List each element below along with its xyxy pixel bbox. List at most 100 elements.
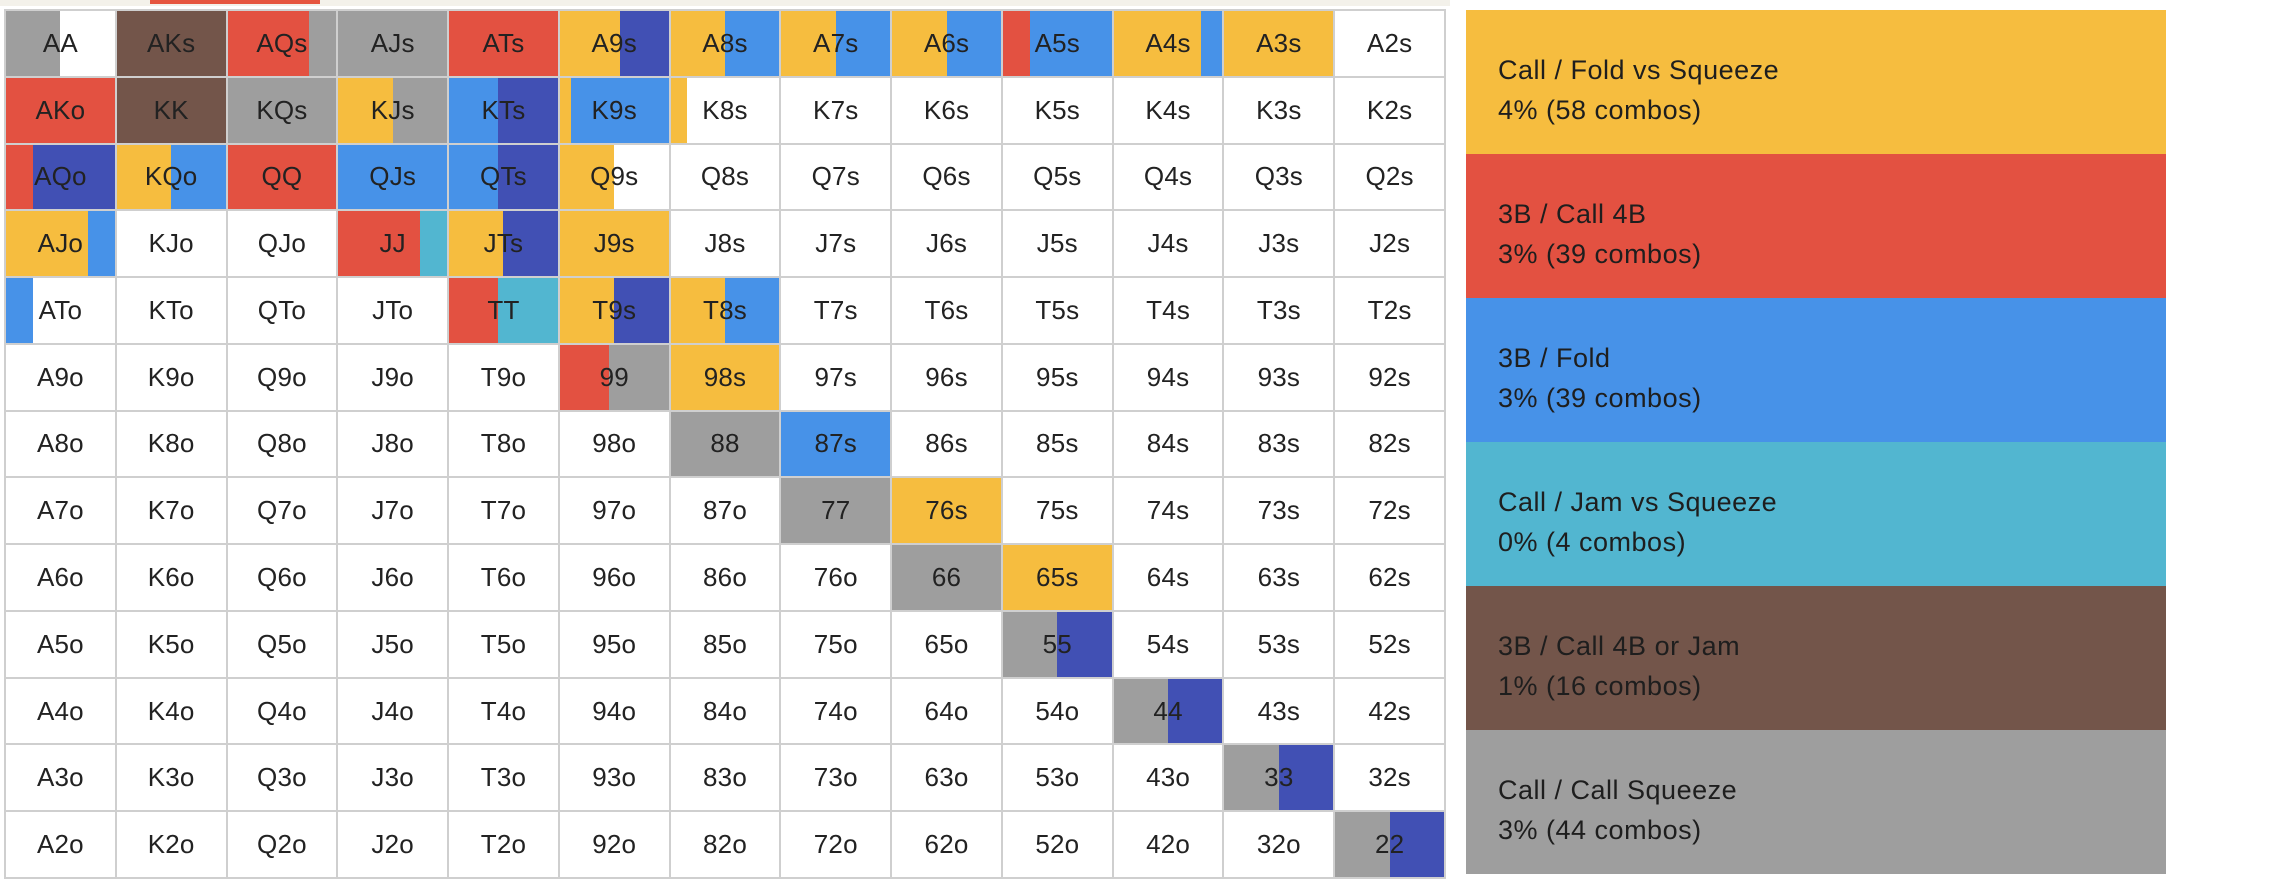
hand-cell[interactable]: K3s (1224, 77, 1336, 145)
hand-cell[interactable]: J3s (1224, 211, 1336, 279)
hand-cell[interactable]: J5o (338, 611, 450, 679)
hand-cell[interactable]: 93o (559, 745, 671, 813)
hand-cell[interactable]: K8o (116, 411, 228, 479)
hand-cell[interactable]: J2s (1335, 211, 1446, 279)
hand-cell[interactable]: 99 (559, 344, 671, 412)
hand-cell[interactable]: Q7o (227, 478, 339, 546)
hand-cell[interactable]: K4o (116, 678, 228, 746)
legend-item-call-jam-vs-squeeze[interactable]: Call / Jam vs Squeeze 0% (4 combos) (1466, 442, 2166, 586)
hand-cell[interactable]: 43o (1113, 745, 1225, 813)
hand-cell[interactable]: A6s (892, 11, 1003, 78)
hand-cell[interactable]: 92s (1335, 344, 1446, 412)
hand-cell[interactable]: J7o (338, 478, 450, 546)
hand-cell[interactable]: JTs (449, 211, 560, 279)
hand-cell[interactable]: 84s (1113, 411, 1225, 479)
hand-cell[interactable]: T2o (449, 812, 560, 879)
hand-cell[interactable]: 76o (781, 545, 893, 612)
hand-cell[interactable]: 65s (1002, 545, 1114, 612)
hand-cell[interactable]: Q3s (1224, 144, 1336, 212)
hand-cell[interactable]: 83o (670, 745, 782, 813)
hand-cell[interactable]: 43s (1224, 678, 1336, 746)
hand-cell[interactable]: ATo (6, 278, 117, 345)
hand-cell[interactable]: T9s (559, 278, 671, 345)
hand-cell[interactable]: 76s (892, 478, 1003, 546)
hand-cell[interactable]: A6o (6, 545, 117, 612)
legend-item-threebet-call-4b-or-jam[interactable]: 3B / Call 4B or Jam 1% (16 combos) (1466, 586, 2166, 730)
hand-cell[interactable]: K7s (781, 77, 893, 145)
hand-cell[interactable]: 84o (670, 678, 782, 746)
hand-cell[interactable]: T8s (670, 278, 782, 345)
hand-cell[interactable]: T7o (449, 478, 560, 546)
hand-cell[interactable]: AJo (6, 211, 117, 279)
hand-cell[interactable]: AQo (6, 144, 117, 212)
hand-cell[interactable]: J8o (338, 411, 450, 479)
hand-cell[interactable]: 87o (670, 478, 782, 546)
hand-cell[interactable]: QTs (449, 144, 560, 212)
hand-cell[interactable]: A5s (1002, 11, 1114, 78)
hand-cell[interactable]: T3o (449, 745, 560, 813)
hand-cell[interactable]: QJo (227, 211, 339, 279)
hand-cell[interactable]: K8s (670, 77, 782, 145)
hand-cell[interactable]: J8s (670, 211, 782, 279)
hand-cell[interactable]: T6s (892, 278, 1003, 345)
hand-cell[interactable]: K2s (1335, 77, 1446, 145)
hand-cell[interactable]: K2o (116, 812, 228, 879)
hand-cell[interactable]: Q8o (227, 411, 339, 479)
hand-cell[interactable]: A7o (6, 478, 117, 546)
hand-cell[interactable]: A2s (1335, 11, 1446, 78)
hand-cell[interactable]: A5o (6, 611, 117, 679)
hand-cell[interactable]: 97s (781, 344, 893, 412)
hand-cell[interactable]: 98s (670, 344, 782, 412)
hand-cell[interactable]: 32o (1224, 812, 1336, 879)
legend-item-threebet-call-4b[interactable]: 3B / Call 4B 3% (39 combos) (1466, 154, 2166, 298)
hand-cell[interactable]: 64s (1113, 545, 1225, 612)
hand-cell[interactable]: 82s (1335, 411, 1446, 479)
hand-cell[interactable]: 52o (1002, 812, 1114, 879)
hand-cell[interactable]: Q9o (227, 344, 339, 412)
hand-cell[interactable]: 96o (559, 545, 671, 612)
hand-cell[interactable]: Q5s (1002, 144, 1114, 212)
hand-cell[interactable]: J9o (338, 344, 450, 412)
hand-cell[interactable]: KTo (116, 278, 228, 345)
hand-cell[interactable]: Q5o (227, 611, 339, 679)
hand-cell[interactable]: J5s (1002, 211, 1114, 279)
hand-cell[interactable]: 42s (1335, 678, 1446, 746)
hand-cell[interactable]: 54s (1113, 611, 1225, 679)
hand-cell[interactable]: AJs (338, 11, 450, 78)
hand-cell[interactable]: A4s (1113, 11, 1225, 78)
hand-cell[interactable]: T9o (449, 344, 560, 412)
hand-cell[interactable]: K6o (116, 545, 228, 612)
hand-cell[interactable]: KJs (338, 77, 450, 145)
hand-cell[interactable]: 22 (1335, 812, 1446, 879)
hand-cell[interactable]: 93s (1224, 344, 1336, 412)
hand-cell[interactable]: Q6o (227, 545, 339, 612)
hand-cell[interactable]: 72s (1335, 478, 1446, 546)
hand-cell[interactable]: J3o (338, 745, 450, 813)
hand-cell[interactable]: 77 (781, 478, 893, 546)
hand-cell[interactable]: 97o (559, 478, 671, 546)
hand-cell[interactable]: KJo (116, 211, 228, 279)
hand-cell[interactable]: AQs (227, 11, 339, 78)
hand-cell[interactable]: T5s (1002, 278, 1114, 345)
hand-cell[interactable]: A9s (559, 11, 671, 78)
hand-cell[interactable]: 95s (1002, 344, 1114, 412)
hand-cell[interactable]: Q2s (1335, 144, 1446, 212)
hand-cell[interactable]: J6o (338, 545, 450, 612)
hand-cell[interactable]: Q4o (227, 678, 339, 746)
hand-cell[interactable]: JTo (338, 278, 450, 345)
hand-cell[interactable]: K5s (1002, 77, 1114, 145)
hand-cell[interactable]: 96s (892, 344, 1003, 412)
hand-cell[interactable]: 92o (559, 812, 671, 879)
hand-cell[interactable]: 32s (1335, 745, 1446, 813)
hand-cell[interactable]: A9o (6, 344, 117, 412)
hand-cell[interactable]: A3o (6, 745, 117, 813)
legend-item-threebet-fold[interactable]: 3B / Fold 3% (39 combos) (1466, 298, 2166, 442)
legend-item-call-call-squeeze[interactable]: Call / Call Squeeze 3% (44 combos) (1466, 730, 2166, 874)
hand-cell[interactable]: KTs (449, 77, 560, 145)
hand-cell[interactable]: 98o (559, 411, 671, 479)
hand-cell[interactable]: 65o (892, 611, 1003, 679)
hand-cell[interactable]: 82o (670, 812, 782, 879)
hand-cell[interactable]: 87s (781, 411, 893, 479)
hand-cell[interactable]: 64o (892, 678, 1003, 746)
hand-cell[interactable]: KK (116, 77, 228, 145)
